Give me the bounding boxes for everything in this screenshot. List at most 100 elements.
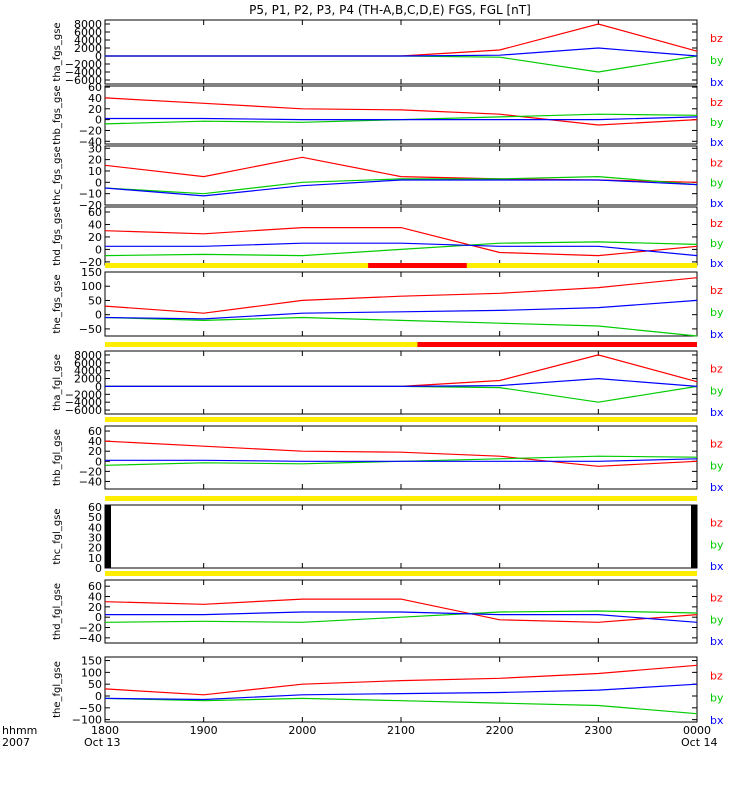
y-tick-label: 10 <box>88 552 102 565</box>
y-tick-label: 0 <box>95 455 102 468</box>
y-tick-label: 60 <box>88 501 102 514</box>
chart-title: P5, P1, P2, P3, P4 (TH-A,B,C,D,E) FGS, F… <box>249 3 531 17</box>
y-tick-label: −40 <box>79 632 102 645</box>
panel-frame <box>104 350 698 415</box>
legend-bx: bx <box>710 257 724 270</box>
panel-frame <box>104 19 698 85</box>
y-tick-label: 50 <box>88 511 102 524</box>
y-tick-label: 0 <box>95 176 102 189</box>
y-tick-label: 100 <box>81 666 102 679</box>
y-axis-label: the_fgs_gse <box>52 274 63 333</box>
y-tick-label: 100 <box>81 280 102 293</box>
y-tick-label: 20 <box>88 231 102 244</box>
x-tick-label: 2000 <box>288 724 316 737</box>
series-bz-line <box>104 598 698 623</box>
status-bar <box>105 342 697 347</box>
y-tick-label: 0 <box>95 309 102 322</box>
y-tick-label: 4000 <box>74 34 102 47</box>
x-tick-label: 1900 <box>190 724 218 737</box>
y-tick-label: −6000 <box>65 74 102 87</box>
y-tick-label: 0 <box>95 243 102 256</box>
y-tick-label: 60 <box>88 580 102 593</box>
series-bz-line <box>105 23 698 57</box>
status-bar-flag <box>368 263 467 268</box>
legend-bx: bx <box>710 136 724 149</box>
legend-bz: bz <box>710 32 723 45</box>
legend-by: by <box>710 459 724 472</box>
y-tick-label: 40 <box>88 435 102 448</box>
series-bx-line <box>105 47 698 57</box>
y-axis-label: thb_fgl_gse <box>52 429 63 486</box>
y-tick-label: 8000 <box>74 349 102 362</box>
y-tick-label: 60 <box>88 425 102 438</box>
x-tick-label: 0000 <box>683 724 711 737</box>
x-tick-label: 2100 <box>387 724 415 737</box>
legend-bx: bx <box>710 406 724 419</box>
legend-bx: bx <box>710 714 724 727</box>
y-tick-label: 20 <box>88 445 102 458</box>
series-bx-line <box>105 458 698 462</box>
y-tick-label: −4000 <box>65 396 102 409</box>
status-bar <box>105 571 697 576</box>
legend-bz: bz <box>710 156 723 169</box>
y-tick-label: 40 <box>88 218 102 231</box>
legend-bz: bz <box>710 96 723 109</box>
y-tick-label: 30 <box>88 142 102 155</box>
legend-by: by <box>710 384 724 397</box>
y-tick-label: 0 <box>95 690 102 703</box>
y-tick-label: 6000 <box>74 26 102 39</box>
y-tick-label: −2000 <box>65 58 102 71</box>
y-tick-label: 0 <box>95 380 102 393</box>
status-bar-flag <box>417 342 697 347</box>
legend-bx: bx <box>710 481 724 494</box>
y-tick-label: 8000 <box>74 18 102 31</box>
y-tick-label: 0 <box>95 50 102 63</box>
y-tick-label: −6000 <box>65 404 102 417</box>
series-by-line <box>104 610 698 623</box>
y-tick-label: −20 <box>79 465 102 478</box>
series-by-line <box>104 697 698 715</box>
y-axis-label: thd_fgs_gse <box>52 206 63 265</box>
y-tick-label: −20 <box>79 124 102 137</box>
x-axis-year-label: 2007 <box>2 736 30 749</box>
y-axis-label: thc_fgl_gse <box>52 508 63 564</box>
y-tick-label: −10 <box>79 188 102 201</box>
legend-by: by <box>710 237 724 250</box>
series-bx-line <box>104 683 698 701</box>
y-tick-label: −40 <box>79 135 102 148</box>
legend-bz: bz <box>710 438 723 451</box>
y-tick-label: −20 <box>79 199 102 212</box>
y-tick-label: 150 <box>81 655 102 668</box>
y-tick-label: 2000 <box>74 373 102 386</box>
y-tick-label: −50 <box>79 702 102 715</box>
x-axis: hhmm 2007 Oct 13 Oct 14 1800 1900 2000 2100… <box>2 724 718 749</box>
series-bz-line <box>104 664 698 696</box>
series-bz-line <box>104 440 698 467</box>
legend-bx: bx <box>710 560 724 573</box>
data-edge-right <box>691 505 697 568</box>
series-bx-line <box>104 179 698 197</box>
panel-tha_fgl_gse: 80006000400020000−2000−4000−6000tha_fgl_… <box>52 342 724 419</box>
x-tick-label: 2300 <box>584 724 612 737</box>
x-axis-date-right: Oct 14 <box>681 736 718 749</box>
panel-frame <box>104 504 698 569</box>
legend-by: by <box>710 692 724 705</box>
y-tick-label: 50 <box>88 678 102 691</box>
y-tick-label: 6000 <box>74 357 102 370</box>
panel-frame <box>104 85 698 145</box>
y-tick-label: 50 <box>88 294 102 307</box>
y-tick-label: 40 <box>88 92 102 105</box>
y-tick-label: −50 <box>79 323 102 336</box>
series-bz-line <box>104 97 698 126</box>
y-tick-label: 20 <box>88 601 102 614</box>
x-tick-label: 1800 <box>91 724 119 737</box>
y-tick-label: 40 <box>88 521 102 534</box>
y-tick-label: 0 <box>95 114 102 127</box>
y-tick-label: 20 <box>88 103 102 116</box>
